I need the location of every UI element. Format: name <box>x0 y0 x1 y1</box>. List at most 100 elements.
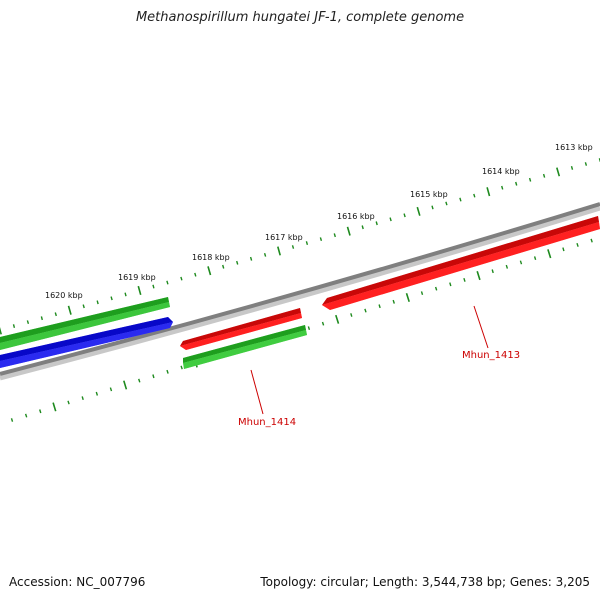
inner-minor-tick <box>519 260 523 265</box>
inner-minor-tick <box>378 304 381 309</box>
outer-minor-tick <box>236 260 239 265</box>
scale-label-1616: 1616 kbp <box>337 212 375 221</box>
inner-minor-tick <box>590 238 593 243</box>
outer-minor-tick <box>152 284 155 289</box>
gene-label-mhun-1414[interactable]: Mhun_1414 <box>238 417 296 428</box>
accession-text: Accession: NC_007796 <box>9 575 146 589</box>
outer-minor-tick <box>166 280 169 285</box>
inner-major-tick <box>547 249 552 259</box>
outer-minor-tick <box>82 304 85 309</box>
gene-red-mhun-1413[interactable] <box>322 216 600 310</box>
scale-label-1615: 1615 kbp <box>410 190 448 199</box>
scale-label-1614: 1614 kbp <box>482 167 520 176</box>
outer-minor-tick <box>96 300 99 305</box>
outer-minor-tick <box>389 217 392 222</box>
outer-minor-tick <box>54 312 57 317</box>
outer-minor-tick <box>542 173 546 178</box>
outer-minor-tick <box>333 233 336 238</box>
outer-major-tick <box>277 246 281 256</box>
inner-minor-tick <box>491 269 494 274</box>
inner-minor-tick <box>576 242 579 247</box>
outer-minor-tick <box>263 253 267 257</box>
inner-minor-tick <box>109 387 113 392</box>
outer-minor-tick <box>403 213 406 218</box>
inner-minor-tick <box>81 396 84 400</box>
outer-tick-track <box>0 158 600 335</box>
inner-minor-tick <box>10 418 14 422</box>
outer-major-tick <box>137 285 142 296</box>
outer-minor-tick <box>501 185 504 190</box>
inner-minor-tick <box>152 374 155 379</box>
outer-minor-tick <box>291 245 295 249</box>
inner-minor-tick <box>505 264 509 269</box>
inner-minor-tick <box>95 391 99 396</box>
inner-minor-tick <box>533 256 537 260</box>
outer-minor-tick <box>194 272 197 277</box>
inner-minor-tick <box>138 378 141 383</box>
gene-forward-blue-1[interactable] <box>0 317 173 368</box>
inner-minor-tick <box>39 409 42 414</box>
leader-line-mhun-1414 <box>250 369 264 415</box>
scale-label-1620: 1620 kbp <box>45 291 83 300</box>
outer-minor-tick <box>12 324 16 328</box>
outer-major-tick <box>416 206 421 216</box>
outer-minor-tick <box>431 205 434 210</box>
genome-summary-text: Topology: circular; Length: 3,544,738 bp… <box>260 575 590 589</box>
inner-minor-tick <box>307 326 311 330</box>
inner-major-tick <box>123 380 128 390</box>
outer-minor-tick <box>570 166 574 170</box>
outer-minor-tick <box>249 256 253 261</box>
outer-minor-tick <box>375 221 378 226</box>
outer-minor-tick <box>515 181 518 186</box>
inner-minor-tick <box>321 321 325 326</box>
inner-major-tick <box>405 292 410 303</box>
outer-minor-tick <box>305 241 309 245</box>
inner-minor-tick <box>562 247 565 252</box>
inner-major-tick <box>52 402 57 412</box>
outer-major-tick <box>556 167 561 177</box>
scale-label-1618: 1618 kbp <box>192 253 230 262</box>
outer-minor-tick <box>222 264 225 269</box>
scale-label-1617: 1617 kbp <box>265 233 303 242</box>
inner-minor-tick <box>420 291 424 295</box>
outer-major-tick <box>0 327 2 335</box>
outer-minor-tick <box>26 320 30 324</box>
inner-minor-tick <box>67 400 70 405</box>
map-title: Methanospirillum hungatei JF-1, complete… <box>135 10 465 25</box>
genome-backbone-shadow <box>0 205 600 381</box>
outer-major-tick <box>486 187 491 197</box>
inner-major-tick <box>335 314 340 324</box>
outer-minor-tick <box>110 296 113 301</box>
inner-minor-tick <box>434 286 438 291</box>
inner-minor-tick <box>449 282 452 287</box>
inner-minor-tick <box>180 365 183 370</box>
inner-minor-tick <box>350 313 353 317</box>
gene-forward-green-1[interactable] <box>0 297 170 350</box>
inner-minor-tick <box>463 277 466 282</box>
gene-label-mhun-1413[interactable]: Mhun_1413 <box>462 350 520 361</box>
outer-minor-tick <box>459 197 462 202</box>
inner-major-tick <box>476 271 481 281</box>
gene-red-mhun-1414[interactable] <box>180 308 302 350</box>
inner-minor-tick <box>166 369 169 374</box>
genome-backbone[interactable] <box>0 202 600 376</box>
outer-minor-tick <box>445 201 448 206</box>
inner-minor-tick <box>392 299 395 304</box>
leader-line-mhun-1413 <box>473 305 489 349</box>
outer-major-tick <box>346 226 351 236</box>
outer-major-tick <box>67 305 72 315</box>
outer-minor-tick <box>40 316 43 321</box>
outer-minor-tick <box>319 237 323 241</box>
outer-minor-tick <box>473 193 476 198</box>
outer-minor-tick <box>528 177 532 182</box>
outer-minor-tick <box>361 225 364 230</box>
gene-green-mhun-1414[interactable] <box>183 325 307 369</box>
outer-minor-tick <box>124 292 127 297</box>
outer-major-tick <box>207 266 212 276</box>
outer-minor-tick <box>584 162 588 166</box>
scale-label-1613: 1613 kbp <box>555 143 593 152</box>
scale-label-1619: 1619 kbp <box>118 273 156 282</box>
scale-labels: 1613 kbp 1614 kbp 1615 kbp 1616 kbp 1617… <box>45 143 593 300</box>
